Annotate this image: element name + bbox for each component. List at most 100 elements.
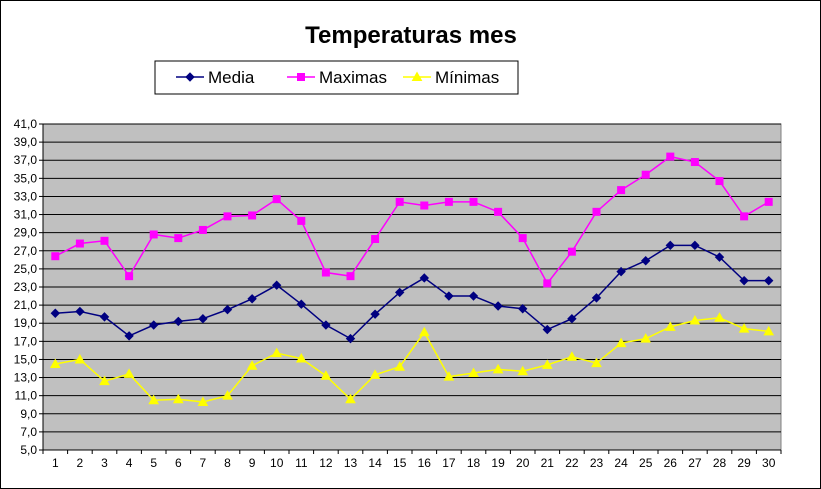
- x-tick-label: 26: [664, 456, 678, 470]
- data-point: [172, 393, 184, 404]
- y-tick-label: 19,0: [14, 316, 38, 330]
- data-point: [492, 363, 504, 374]
- x-tick-label: 4: [126, 456, 133, 470]
- y-tick-label: 27,0: [14, 244, 38, 258]
- data-point: [541, 359, 553, 369]
- data-point: [764, 197, 773, 206]
- legend-item-minimas: Mínimas: [403, 68, 499, 87]
- data-point: [543, 279, 552, 288]
- data-point: [395, 197, 404, 206]
- legend-box: [154, 60, 519, 95]
- data-point: [591, 293, 602, 303]
- data-point: [763, 325, 775, 336]
- x-tick-label: 8: [224, 456, 231, 470]
- x-tick-label: 20: [516, 456, 530, 470]
- x-tick-label: 16: [418, 456, 432, 470]
- data-point: [345, 333, 356, 344]
- legend-marker: [297, 73, 305, 81]
- data-point: [74, 353, 86, 364]
- y-tick-label: 17,0: [14, 334, 38, 348]
- x-tick-label: 24: [614, 456, 628, 470]
- y-tick-label: 7,0: [20, 425, 37, 439]
- data-point: [295, 353, 307, 363]
- x-tick-label: 1: [52, 456, 59, 470]
- data-point: [542, 324, 553, 335]
- data-point: [125, 272, 134, 281]
- data-point: [247, 294, 257, 304]
- data-point: [468, 367, 479, 378]
- data-point: [271, 280, 282, 290]
- x-tick-label: 2: [77, 456, 84, 470]
- series-layer: [49, 152, 775, 407]
- y-tick-label: 33,0: [14, 189, 38, 203]
- data-point: [763, 275, 774, 286]
- series-line: [55, 317, 769, 403]
- data-point: [640, 333, 652, 343]
- x-tick-label: 27: [688, 456, 702, 470]
- data-point: [246, 360, 258, 370]
- x-tick-label: 6: [175, 456, 182, 470]
- data-point: [51, 252, 60, 261]
- y-tick-label: 13,0: [14, 371, 38, 385]
- data-point: [714, 252, 725, 262]
- data-point: [148, 320, 159, 330]
- data-point: [248, 211, 257, 220]
- data-point: [148, 394, 160, 405]
- data-point: [100, 236, 109, 245]
- y-tick-label: 9,0: [20, 407, 37, 421]
- x-tick-label: 28: [713, 456, 727, 470]
- data-point: [222, 390, 233, 400]
- data-point: [666, 152, 675, 161]
- data-point: [468, 291, 479, 301]
- x-tick-label: 10: [270, 456, 284, 470]
- x-tick-label: 13: [344, 456, 358, 470]
- x-tick-label: 12: [319, 456, 333, 470]
- legend-label: Media: [208, 68, 255, 87]
- y-tick-label: 11,0: [15, 389, 38, 403]
- y-tick-label: 39,0: [14, 135, 38, 149]
- legend-label: Maximas: [319, 68, 387, 87]
- series-minimas: [49, 312, 775, 407]
- series-media: [50, 240, 774, 344]
- data-point: [198, 225, 207, 234]
- data-point: [173, 316, 184, 327]
- chart-title: Temperaturas mes: [305, 22, 517, 49]
- data-point: [321, 268, 330, 277]
- data-point: [493, 301, 503, 311]
- data-point: [297, 216, 306, 225]
- data-point: [738, 323, 750, 333]
- x-tick-label: 30: [762, 456, 776, 470]
- data-point: [394, 287, 405, 298]
- data-point: [99, 375, 110, 386]
- x-tick-label: 29: [737, 456, 751, 470]
- x-tick-label: 11: [295, 456, 308, 470]
- data-point: [174, 234, 183, 243]
- y-tick-label: 37,0: [14, 153, 38, 167]
- data-point: [271, 347, 283, 358]
- data-point: [616, 266, 626, 277]
- y-tick-label: 5,0: [20, 443, 37, 457]
- y-tick-label: 15,0: [14, 352, 38, 366]
- data-point: [444, 291, 454, 301]
- data-point: [664, 321, 676, 331]
- data-point: [567, 247, 576, 256]
- data-point: [124, 331, 134, 341]
- data-point: [591, 357, 602, 368]
- data-point: [615, 337, 627, 348]
- data-point: [371, 235, 380, 244]
- y-tick-label: 41,0: [14, 117, 38, 131]
- data-point: [75, 306, 85, 317]
- data-point: [272, 195, 281, 204]
- data-point: [346, 272, 355, 281]
- legend: Media Maximas Mínimas: [154, 60, 519, 95]
- plot-area: 5,0 7,0 9,0 11,0 13,0 15,0 17,0 19,0 21,0 23,0 25,…: [14, 117, 782, 470]
- y-tick-label: 29,0: [14, 226, 38, 240]
- data-point: [494, 207, 503, 216]
- data-point: [715, 177, 724, 186]
- y-axis: 5,0 7,0 9,0 11,0 13,0 15,0 17,0 19,0 21,0 23,0 25,…: [14, 117, 44, 457]
- data-point: [518, 234, 527, 243]
- data-point: [369, 369, 381, 379]
- data-point: [740, 212, 749, 221]
